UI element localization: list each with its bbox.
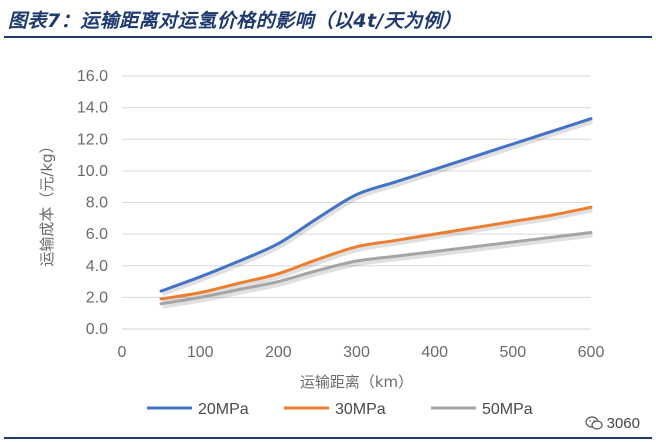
y-tick-label: 12.0 — [77, 131, 108, 148]
series-lines — [159, 117, 594, 309]
x-tick-label: 600 — [578, 344, 605, 361]
series-shadow — [162, 233, 593, 309]
y-tick-label: 0.0 — [86, 321, 108, 338]
legend: 20MPa 30MPa 50MPa — [147, 401, 533, 418]
y-tick-label: 14.0 — [77, 100, 108, 117]
y-tick-label: 6.0 — [86, 226, 108, 243]
x-tick-label: 200 — [265, 344, 292, 361]
y-tick-label: 2.0 — [86, 289, 108, 306]
y-axis-title: 运输成本（元/kg） — [38, 138, 56, 266]
series-shadow — [162, 208, 593, 304]
series-line-30mpa — [159, 205, 593, 301]
watermark-text: 3060 — [606, 415, 640, 432]
x-tick-label: 300 — [343, 344, 370, 361]
legend-label-30mpa: 30MPa — [335, 401, 386, 418]
y-tick-label: 8.0 — [86, 195, 108, 212]
title-rule — [4, 36, 652, 38]
x-tick-label: 0 — [118, 344, 127, 361]
x-tick-label: 400 — [421, 344, 448, 361]
bottom-rule — [4, 437, 652, 439]
legend-label-20mpa: 20MPa — [198, 401, 249, 418]
y-tick-label: 10.0 — [77, 163, 108, 180]
wechat-icon — [585, 416, 603, 430]
y-tick-label: 4.0 — [86, 258, 108, 275]
x-tick-label: 100 — [187, 344, 214, 361]
series-line-50mpa — [159, 231, 593, 306]
series-line-20mpa — [159, 117, 593, 293]
y-tick-label: 16.0 — [77, 68, 108, 85]
watermark: 3060 — [585, 415, 640, 432]
legend-label-50mpa: 50MPa — [482, 401, 533, 418]
figure-title: 图表7：运输距离对运氢价格的影响（以4t/天为例） — [8, 10, 462, 32]
series-shadow — [161, 119, 594, 296]
x-tick-label: 500 — [499, 344, 526, 361]
x-axis-title: 运输距离（km） — [300, 373, 413, 391]
tick-labels: 0.0 2.0 4.0 6.0 8.0 10.0 12.0 14.0 16.0 0 100 200 30… — [77, 68, 605, 361]
